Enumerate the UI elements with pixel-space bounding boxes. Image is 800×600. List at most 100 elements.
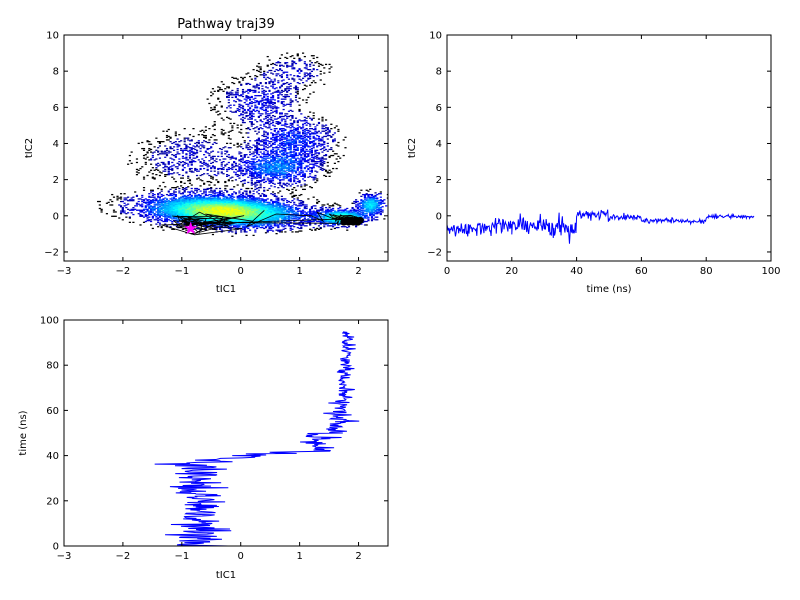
heatmap-cell — [233, 201, 236, 204]
heatmap-cell — [183, 203, 186, 205]
heatmap-cell — [296, 128, 299, 131]
heatmap-cell — [266, 87, 269, 89]
heatmap-cell — [190, 206, 193, 209]
heatmap-cell — [289, 151, 292, 153]
heatmap-cell — [172, 164, 176, 166]
heatmap-cell — [160, 213, 163, 216]
heatmap-cell — [264, 149, 268, 151]
heatmap-cell — [231, 82, 234, 84]
heatmap-cell — [259, 160, 262, 163]
heatmap-cell — [226, 92, 229, 94]
heatmap-cell — [245, 197, 248, 199]
heatmap-cell — [263, 70, 266, 72]
heatmap-cell — [195, 208, 199, 210]
heatmap-cell — [245, 161, 248, 164]
heatmap-cell — [171, 204, 174, 206]
heatmap-cell — [252, 86, 255, 88]
heatmap-cell — [286, 204, 289, 206]
heatmap-cell — [247, 105, 250, 107]
heatmap-cell — [266, 218, 269, 220]
heatmap-cell — [291, 62, 294, 65]
heatmap-cell — [190, 150, 193, 152]
heatmap-cell — [245, 222, 248, 224]
heatmap-cell — [169, 188, 172, 191]
heatmap-cell — [293, 67, 296, 69]
heatmap-cell — [180, 200, 183, 203]
heatmap-cell — [277, 133, 280, 135]
heatmap-cell — [157, 208, 160, 210]
heatmap-cell — [192, 200, 195, 202]
heatmap-cell — [155, 213, 158, 216]
heatmap-cell — [282, 95, 285, 98]
heatmap-cell — [213, 190, 216, 192]
heatmap-cell — [282, 136, 285, 138]
heatmap-cell — [187, 186, 190, 188]
heatmap-cell — [180, 205, 183, 207]
heatmap-cell — [275, 75, 278, 77]
heatmap-cell — [248, 206, 252, 208]
heatmap-cell — [273, 99, 276, 101]
heatmap-cell — [252, 209, 255, 211]
heatmap-cell — [229, 147, 232, 149]
heatmap-cell — [236, 202, 239, 204]
heatmap-cell — [275, 211, 278, 213]
heatmap-cell — [178, 205, 181, 207]
heatmap-cell — [165, 206, 169, 209]
heatmap-cell — [261, 193, 264, 195]
heatmap-cell — [233, 77, 236, 79]
heatmap-cell — [264, 74, 268, 76]
heatmap-cell — [157, 212, 160, 214]
heatmap-cell — [263, 72, 266, 74]
heatmap-cell — [277, 167, 280, 169]
heatmap-cell — [266, 168, 269, 171]
heatmap-cell — [248, 113, 252, 115]
heatmap-cell — [210, 211, 213, 213]
heatmap-cell — [208, 184, 211, 186]
heatmap-cell — [171, 222, 174, 224]
heatmap-cell — [241, 95, 245, 98]
heatmap-cell — [183, 200, 186, 203]
heatmap-cell — [142, 216, 146, 218]
heatmap-cell — [259, 127, 262, 129]
heatmap-cell — [210, 219, 213, 222]
heatmap-cell — [256, 84, 259, 86]
heatmap-cell — [233, 214, 236, 217]
heatmap-cell — [172, 197, 176, 199]
heatmap-cell — [220, 213, 223, 215]
heatmap-cell — [210, 202, 213, 204]
heatmap-cell — [259, 224, 262, 226]
heatmap-cell — [282, 203, 285, 205]
heatmap-cell — [236, 93, 239, 95]
heatmap-cell — [250, 213, 253, 215]
heatmap-cell — [252, 198, 255, 200]
heatmap-cell — [273, 91, 276, 93]
heatmap-cell — [213, 225, 216, 227]
heatmap-cell — [210, 170, 213, 172]
heatmap-cell — [197, 142, 200, 145]
heatmap-cell — [270, 169, 273, 171]
heatmap-cell — [236, 170, 239, 172]
heatmap-cell — [148, 219, 151, 221]
heatmap-cell — [275, 140, 278, 142]
heatmap-cell — [158, 197, 162, 199]
heatmap-cell — [240, 113, 243, 115]
heatmap-cell — [236, 174, 239, 176]
heatmap-cell — [266, 71, 269, 73]
heatmap-cell — [271, 219, 275, 222]
heatmap-cell — [211, 200, 215, 202]
heatmap-cell — [241, 88, 245, 91]
heatmap-cell — [264, 115, 268, 118]
heatmap-cell — [273, 186, 276, 188]
heatmap-cell — [286, 172, 289, 174]
heatmap-cell — [240, 220, 243, 223]
heatmap-cell — [180, 177, 183, 179]
heatmap-cell — [254, 207, 257, 210]
heatmap-cell — [275, 200, 278, 203]
heatmap-cell — [266, 150, 269, 152]
heatmap-cell — [247, 156, 250, 158]
heatmap-cell — [243, 112, 246, 114]
heatmap-cell — [238, 160, 241, 162]
heatmap-cell — [289, 185, 292, 187]
heatmap-cell — [250, 162, 253, 164]
